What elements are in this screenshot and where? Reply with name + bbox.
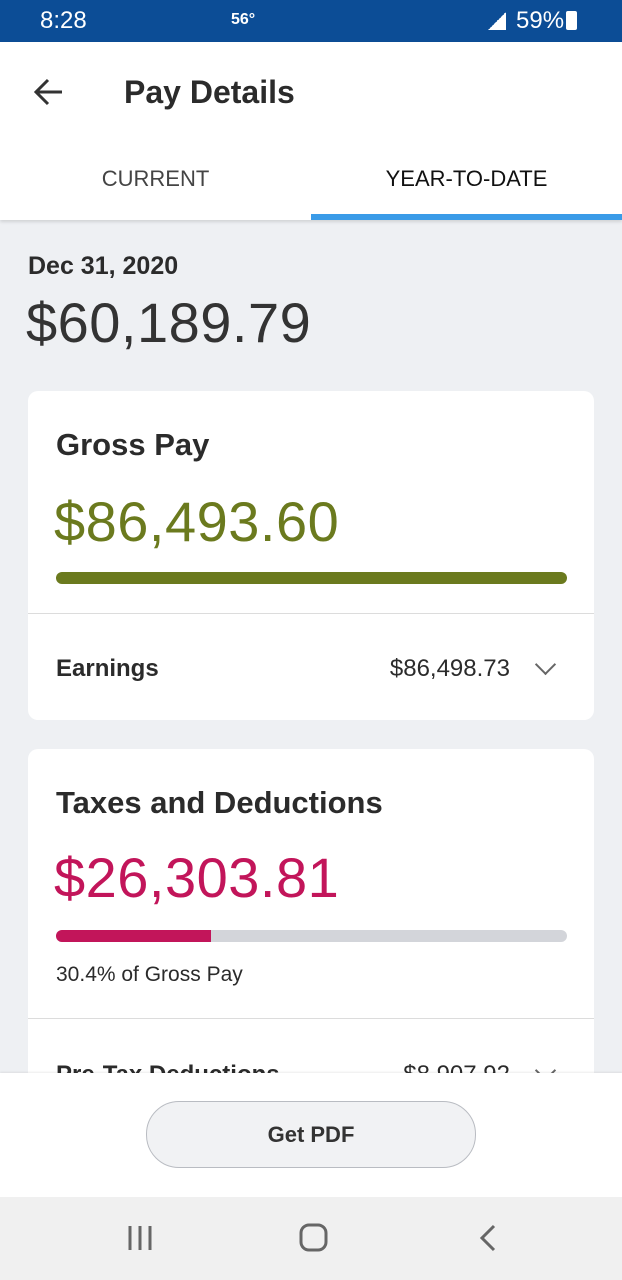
battery-icon (566, 11, 577, 30)
home-button[interactable] (298, 1222, 330, 1254)
tab[interactable]: CURRENT (101, 166, 210, 191)
get-pdf-button[interactable]: Get PDF (146, 1101, 476, 1168)
card-title: Taxes and Deductions (56, 785, 383, 820)
recents-button[interactable] (126, 1224, 156, 1252)
app-header: Pay Details CURRENT YEAR-TO-DATE (0, 42, 622, 220)
taxes-bar-track (56, 930, 567, 942)
divider (28, 1018, 594, 1019)
gross-bar (56, 572, 567, 584)
net-amount: $60,189.79 (26, 291, 312, 354)
row-amount[interactable]: $86,498.73 (389, 655, 510, 682)
row-label[interactable]: Earnings (56, 655, 159, 682)
expand-icon[interactable] (534, 653, 557, 676)
divider (28, 613, 594, 614)
back-nav-button[interactable] (478, 1224, 498, 1252)
card-title: Gross Pay (56, 427, 210, 462)
clock: 8:28 (40, 7, 87, 34)
bottom-sheet: Get PDF (0, 1073, 622, 1197)
gross-amount: $86,493.60 (54, 490, 340, 553)
taxes-bar (56, 930, 212, 942)
gross-pay-card: Gross Pay $86,493.60 Earnings $86,498.73 (28, 391, 594, 720)
battery-level: 59% (516, 7, 565, 34)
pay-date: Dec 31, 2020 (28, 252, 179, 280)
tab-active[interactable]: YEAR-TO-DATE (385, 166, 548, 191)
signal-icon (488, 12, 506, 30)
weather: 56° (231, 11, 256, 28)
tab-indicator (311, 214, 622, 220)
back-button[interactable] (32, 76, 64, 108)
share-text: 30.4% of Gross Pay (56, 963, 243, 986)
status-bar: 8:28 56° 59% (0, 0, 622, 42)
page-title: Pay Details (124, 74, 295, 110)
nav-bar (0, 1197, 622, 1280)
taxes-amount: $26,303.81 (54, 846, 340, 909)
